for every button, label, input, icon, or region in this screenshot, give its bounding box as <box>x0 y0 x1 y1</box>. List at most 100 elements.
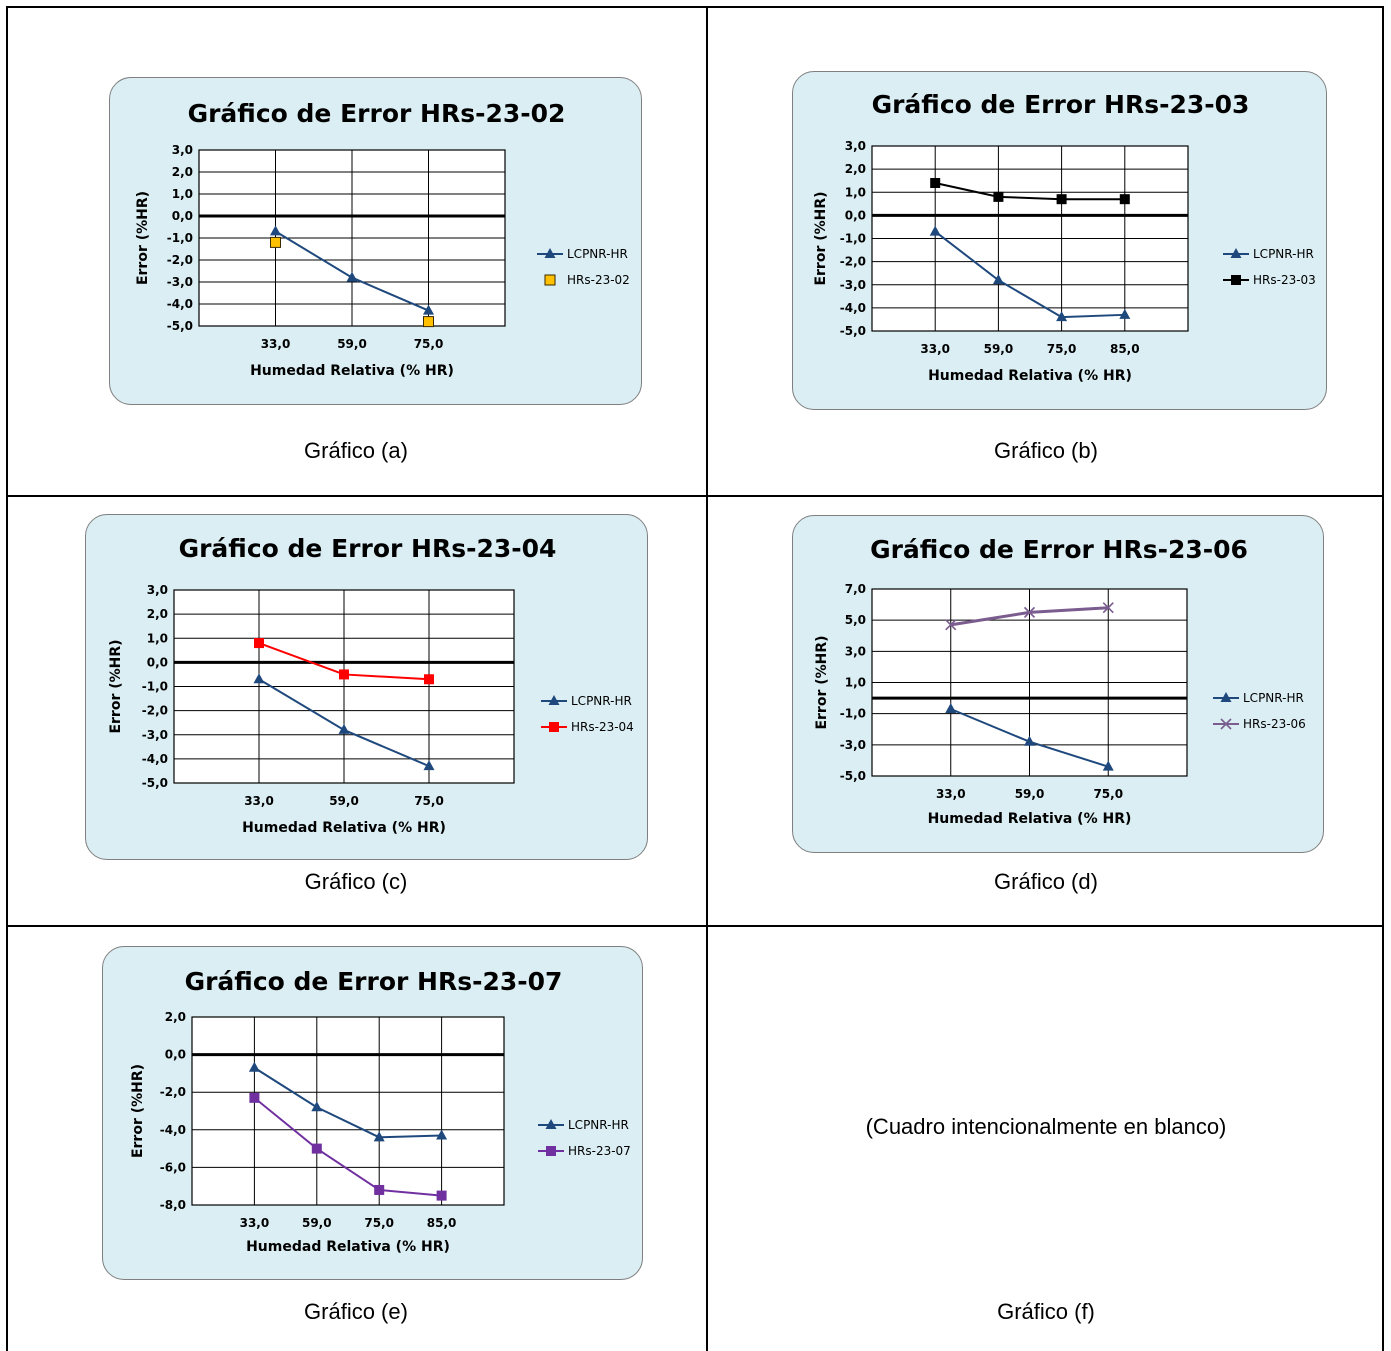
y-tick-label: -3,0 <box>142 728 168 742</box>
series-LCPNR-HR <box>253 673 435 771</box>
x-tick-label: 59,0 <box>984 342 1014 356</box>
legend-label: LCPNR-HR <box>1243 691 1304 705</box>
x-tick-label: 59,0 <box>1015 787 1045 801</box>
legend-marker <box>544 274 556 286</box>
x-tick-label: 75,0 <box>414 337 444 351</box>
legend-marker <box>1220 692 1232 702</box>
data-point <box>945 619 957 631</box>
y-tick-label: -3,0 <box>167 275 193 289</box>
y-tick-label: 2,0 <box>172 165 193 179</box>
data-point <box>1056 311 1068 322</box>
chart-e-svg: Gráfico de Error HRs-23-07 2,0 0,0 -2,0 -4,0… <box>130 967 631 1255</box>
y-tick-label: -1,0 <box>142 680 168 694</box>
x-tick-label: 59,0 <box>302 1216 332 1230</box>
chart-title: Gráfico de Error HRs-23-07 <box>185 967 563 996</box>
legend-marker <box>1220 718 1232 730</box>
series-HRs-23-07 <box>249 1092 447 1201</box>
chart-title: Gráfico de Error HRs-23-02 <box>188 99 566 128</box>
caption-c: Gráfico (c) <box>304 869 408 894</box>
x-tick-label: 33,0 <box>244 794 274 808</box>
caption-d: Gráfico (d) <box>994 869 1098 894</box>
data-point <box>424 674 434 685</box>
data-point <box>436 1129 448 1140</box>
data-point <box>930 178 941 188</box>
data-point <box>339 669 349 680</box>
chart-c-panel: Gráfico de Error HRs-23-04 3,0 2,0 1,0 0,0 -1… <box>85 514 648 860</box>
x-tick-label: 59,0 <box>337 337 367 351</box>
x-tick-label: 33,0 <box>261 337 291 351</box>
legend-marker <box>544 248 556 258</box>
legend-label: LCPNR-HR <box>571 694 632 708</box>
y-tick-label: -5,0 <box>167 319 193 333</box>
table-divider-row2 <box>6 925 1384 927</box>
x-axis-label: Humedad Relativa (% HR) <box>928 368 1132 384</box>
table-divider-col <box>706 6 708 1351</box>
y-tick-label: 1,0 <box>845 185 866 199</box>
data-point <box>270 225 281 236</box>
chart-d-svg: Gráfico de Error HRs-23-06 7,0 5,0 3,0 1,0 -1… <box>814 535 1306 827</box>
chart-title: Gráfico de Error HRs-23-03 <box>872 90 1250 119</box>
data-point <box>992 274 1004 285</box>
y-tick-label: 3,0 <box>845 644 866 658</box>
x-tick-label: 85,0 <box>1110 342 1140 356</box>
y-axis-label: Error (%HR) <box>108 639 124 733</box>
data-point <box>373 1131 385 1142</box>
chart-a-panel: Gráfico de Error HRs-23-02 3,0 2,0 1,0 0,0 -1… <box>109 77 642 405</box>
legend-label: LCPNR-HR <box>568 1118 629 1132</box>
data-point <box>423 316 434 328</box>
y-tick-label: -1,0 <box>167 231 193 245</box>
data-point <box>374 1184 385 1195</box>
x-tick-label: 75,0 <box>364 1216 394 1230</box>
caption-b: Gráfico (b) <box>994 438 1098 463</box>
y-tick-label: -8,0 <box>160 1198 186 1212</box>
x-tick-label: 33,0 <box>240 1216 270 1230</box>
series-line <box>253 1066 442 1139</box>
chart-a-svg: Gráfico de Error HRs-23-02 3,0 2,0 1,0 0,0 -1… <box>135 99 630 379</box>
table-border-right <box>1382 6 1384 1351</box>
x-tick-label: 75,0 <box>1047 342 1077 356</box>
y-tick-label: -5,0 <box>840 769 866 783</box>
y-tick-label: 5,0 <box>845 613 866 627</box>
y-tick-label: 0,0 <box>172 209 193 223</box>
data-point <box>311 1143 322 1154</box>
blank-cell-note: (Cuadro intencionalmente en blanco) <box>865 1114 1227 1139</box>
y-tick-label: -1,0 <box>840 707 866 721</box>
y-tick-label: -3,0 <box>840 738 866 752</box>
y-tick-label: -2,0 <box>840 255 866 269</box>
y-axis-label: Error (%HR) <box>814 635 830 729</box>
y-tick-label: -2,0 <box>142 704 168 718</box>
series-LCPNR-HR <box>929 225 1131 322</box>
table-border-top <box>6 6 1384 8</box>
caption-f: Gráfico (f) <box>997 1299 1095 1324</box>
y-tick-label: 3,0 <box>845 139 866 153</box>
chart-d-panel: Gráfico de Error HRs-23-06 7,0 5,0 3,0 1,0 -1… <box>792 515 1324 853</box>
y-tick-label: -2,0 <box>160 1085 186 1099</box>
y-tick-label: 3,0 <box>172 143 193 157</box>
legend-label: HRs-23-04 <box>571 720 634 734</box>
data-point <box>249 1092 260 1103</box>
y-tick-label: 2,0 <box>165 1010 186 1024</box>
y-tick-label: -4,0 <box>167 297 193 311</box>
data-point <box>1119 194 1130 205</box>
legend-label: HRs-23-07 <box>568 1144 631 1158</box>
data-point <box>346 271 358 282</box>
series-LCPNR-HR <box>945 702 1114 771</box>
x-axis-label: Humedad Relativa (% HR) <box>246 1239 450 1255</box>
y-tick-label: 2,0 <box>845 162 866 176</box>
y-tick-label: -4,0 <box>160 1123 186 1137</box>
x-tick-label: 33,0 <box>920 342 950 356</box>
data-point <box>1102 602 1114 614</box>
data-point <box>1102 760 1114 771</box>
chart-e-panel: Gráfico de Error HRs-23-07 2,0 0,0 -2,0 -4,0… <box>102 946 643 1280</box>
y-tick-label: 1,0 <box>845 676 866 690</box>
y-tick-label: 0,0 <box>845 208 866 222</box>
x-tick-label: 85,0 <box>427 1216 457 1230</box>
data-point <box>436 1190 447 1201</box>
legend-label: LCPNR-HR <box>1253 247 1314 261</box>
data-point <box>311 1101 323 1112</box>
y-axis-label: Error (%HR) <box>130 1064 146 1158</box>
x-axis-label: Humedad Relativa (% HR) <box>250 363 454 379</box>
chart-b-panel: Gráfico de Error HRs-23-03 3,0 2,0 1,0 0,0 -1… <box>792 71 1327 410</box>
data-point <box>253 673 265 684</box>
